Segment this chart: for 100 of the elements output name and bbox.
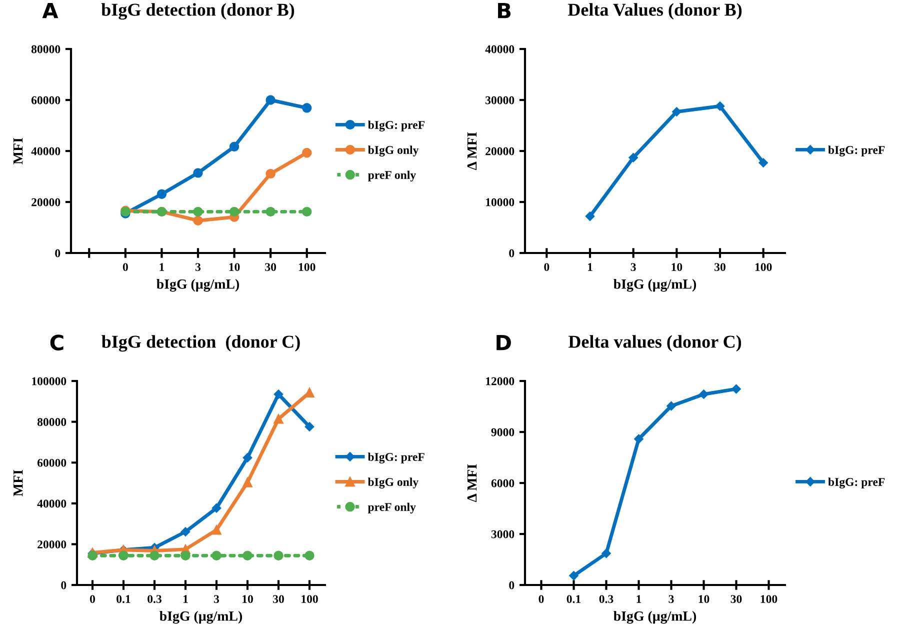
x-tick-label: 10 (242, 595, 253, 604)
legend-label: preF only (368, 170, 416, 182)
point (274, 414, 284, 424)
legend-label: bIgG: preF (828, 146, 885, 156)
text: D (496, 334, 511, 350)
x-tick-label: 1 (160, 263, 164, 271)
text: A (42, 2, 58, 18)
point (715, 101, 725, 111)
point (304, 388, 314, 398)
legend-label: bIgG only (368, 146, 419, 156)
point (302, 103, 312, 113)
text: C (50, 334, 64, 350)
point (193, 206, 203, 217)
point (229, 206, 240, 217)
y-tick-label: 40000 (37, 500, 66, 508)
y-axis-title: MFI (13, 138, 23, 164)
y-tick-label: 9000 (491, 428, 514, 436)
point (602, 548, 611, 558)
x-tick-label: 100 (302, 595, 318, 604)
point (229, 142, 240, 152)
y-tick-label: 20000 (32, 198, 60, 206)
point (304, 422, 314, 432)
point (180, 550, 190, 560)
x-tick-label: 100 (760, 595, 778, 604)
point (274, 390, 284, 399)
point (88, 550, 98, 560)
x-tick-label: 0.1 (116, 595, 130, 604)
y-tick-label: 20000 (38, 540, 66, 548)
point (304, 550, 314, 560)
point (180, 527, 190, 536)
point (274, 550, 284, 560)
y-tick-label: 40000 (485, 45, 514, 54)
x-tick-label: 1 (183, 595, 188, 603)
x-tick-label: 100 (755, 263, 772, 272)
y-axis-title: Δ MFI (467, 132, 477, 170)
y-tick-label: 0 (509, 581, 514, 590)
point (242, 478, 252, 488)
point (266, 168, 276, 179)
point (193, 216, 203, 226)
legend-label: bIgG: preF (828, 478, 885, 488)
y-tick-label: 12000 (486, 377, 514, 386)
point (242, 550, 252, 560)
point (156, 189, 167, 199)
y-axis-title: Δ MFI (467, 464, 477, 502)
y-axis-title: MFI (14, 470, 23, 496)
point (699, 390, 708, 399)
y-tick-label: 20000 (486, 147, 514, 156)
point (212, 525, 222, 535)
x-axis-title: bIgG (µg/mL) (614, 278, 696, 292)
point (302, 206, 312, 217)
point (628, 153, 638, 162)
chart-title: Delta values (donor C) (568, 335, 742, 352)
point (634, 434, 644, 444)
x-tick-label: 3 (668, 595, 674, 604)
x-tick-label: 10 (672, 263, 682, 272)
chart-title: bIgG detection (donor B) (101, 3, 294, 20)
y-tick-label: 0 (509, 249, 514, 258)
x-tick-label: 0.1 (566, 595, 581, 604)
point (585, 212, 595, 221)
y-tick-label: 0 (61, 581, 66, 590)
point (266, 206, 276, 217)
point (758, 158, 768, 168)
y-tick-label: 100000 (32, 377, 66, 386)
x-axis-title: bIgG (µg/mL) (614, 610, 696, 624)
point (150, 550, 160, 560)
x-tick-label: 30 (714, 263, 726, 272)
x-tick-label: 10 (229, 263, 240, 272)
y-tick-label: 60000 (37, 458, 66, 467)
point (242, 453, 252, 462)
point (666, 401, 676, 411)
chart-title: bIgG detection (donor C) (102, 335, 300, 352)
x-axis-title: bIgG (µg/mL) (160, 610, 242, 624)
y-tick-label: 10000 (486, 198, 514, 206)
x-tick-label: 3 (195, 263, 201, 272)
y-tick-label: 60000 (31, 96, 60, 104)
text: B (498, 2, 511, 18)
chart-title: Delta Values (donor B) (568, 3, 742, 20)
y-tick-label: 30000 (486, 96, 514, 104)
x-tick-label: 1 (588, 263, 592, 271)
point (569, 571, 578, 580)
x-tick-label: 30 (273, 595, 284, 604)
legend-label: preF only (368, 502, 416, 514)
x-tick-label: 3 (630, 263, 636, 272)
point (672, 107, 682, 116)
legend-label: bIgG only (368, 478, 418, 488)
point (193, 168, 203, 178)
point (118, 550, 128, 560)
y-tick-label: 80000 (37, 418, 66, 426)
x-tick-label: 10 (698, 595, 710, 604)
point (266, 95, 276, 105)
legend-label: bIgG: preF (368, 120, 424, 132)
x-tick-label: 0.3 (599, 595, 614, 604)
legend-label: bIgG: preF (368, 452, 424, 464)
y-tick-label: 3000 (491, 530, 514, 538)
point (732, 384, 741, 394)
point (212, 503, 222, 513)
point (302, 148, 312, 158)
y-tick-label: 0 (55, 249, 60, 258)
y-tick-label: 40000 (31, 147, 60, 156)
x-tick-label: 1 (636, 595, 642, 603)
